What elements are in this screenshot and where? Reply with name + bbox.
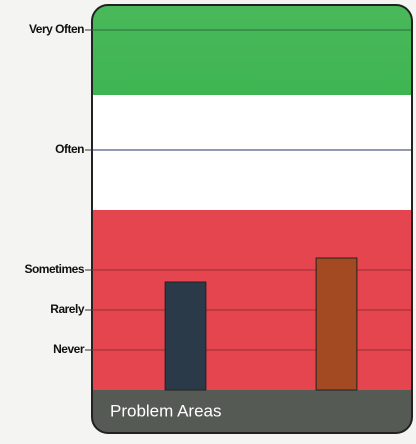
y-tick-label: Rarely [50,302,85,316]
white-zone [92,95,412,210]
y-tick-label: Very Often [29,22,84,36]
green-zone [92,5,412,95]
panel-border [91,4,413,434]
bar [315,257,358,391]
marks: Never Rarely Sometimes Often Very Often [24,22,411,391]
y-tick-label: Sometimes [24,262,84,276]
red-zone [92,210,412,395]
footer-bar [92,390,412,433]
footer-label: Problem Areas [110,401,222,420]
bar [164,281,207,391]
y-tick-label: Often [55,142,84,156]
y-tick-label: Never [53,342,85,356]
plot-panel [92,5,412,433]
